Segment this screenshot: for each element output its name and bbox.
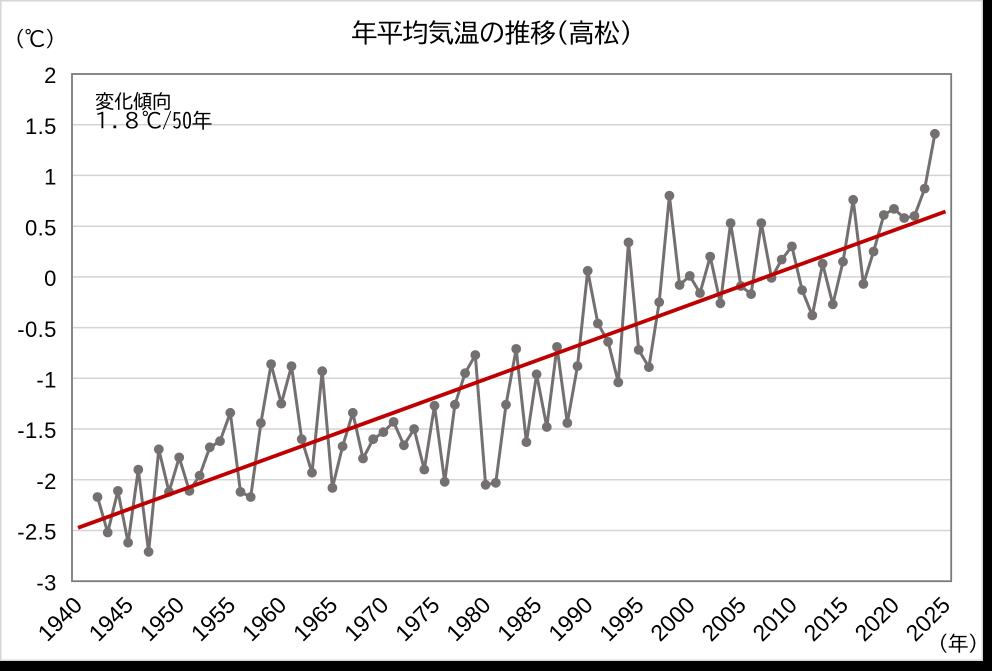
svg-text:2: 2	[44, 63, 57, 88]
svg-text:0: 0	[44, 266, 57, 291]
svg-text:-2.5: -2.5	[17, 520, 57, 545]
svg-text:-2: -2	[36, 469, 56, 494]
svg-text:1: 1	[44, 165, 57, 190]
svg-text:-1.5: -1.5	[17, 418, 57, 443]
svg-text:0.5: 0.5	[25, 215, 57, 240]
svg-text:-0.5: -0.5	[17, 317, 57, 342]
svg-text:-1: -1	[36, 368, 56, 393]
svg-text:1.5: 1.5	[25, 114, 57, 139]
svg-text:-3: -3	[36, 570, 56, 595]
